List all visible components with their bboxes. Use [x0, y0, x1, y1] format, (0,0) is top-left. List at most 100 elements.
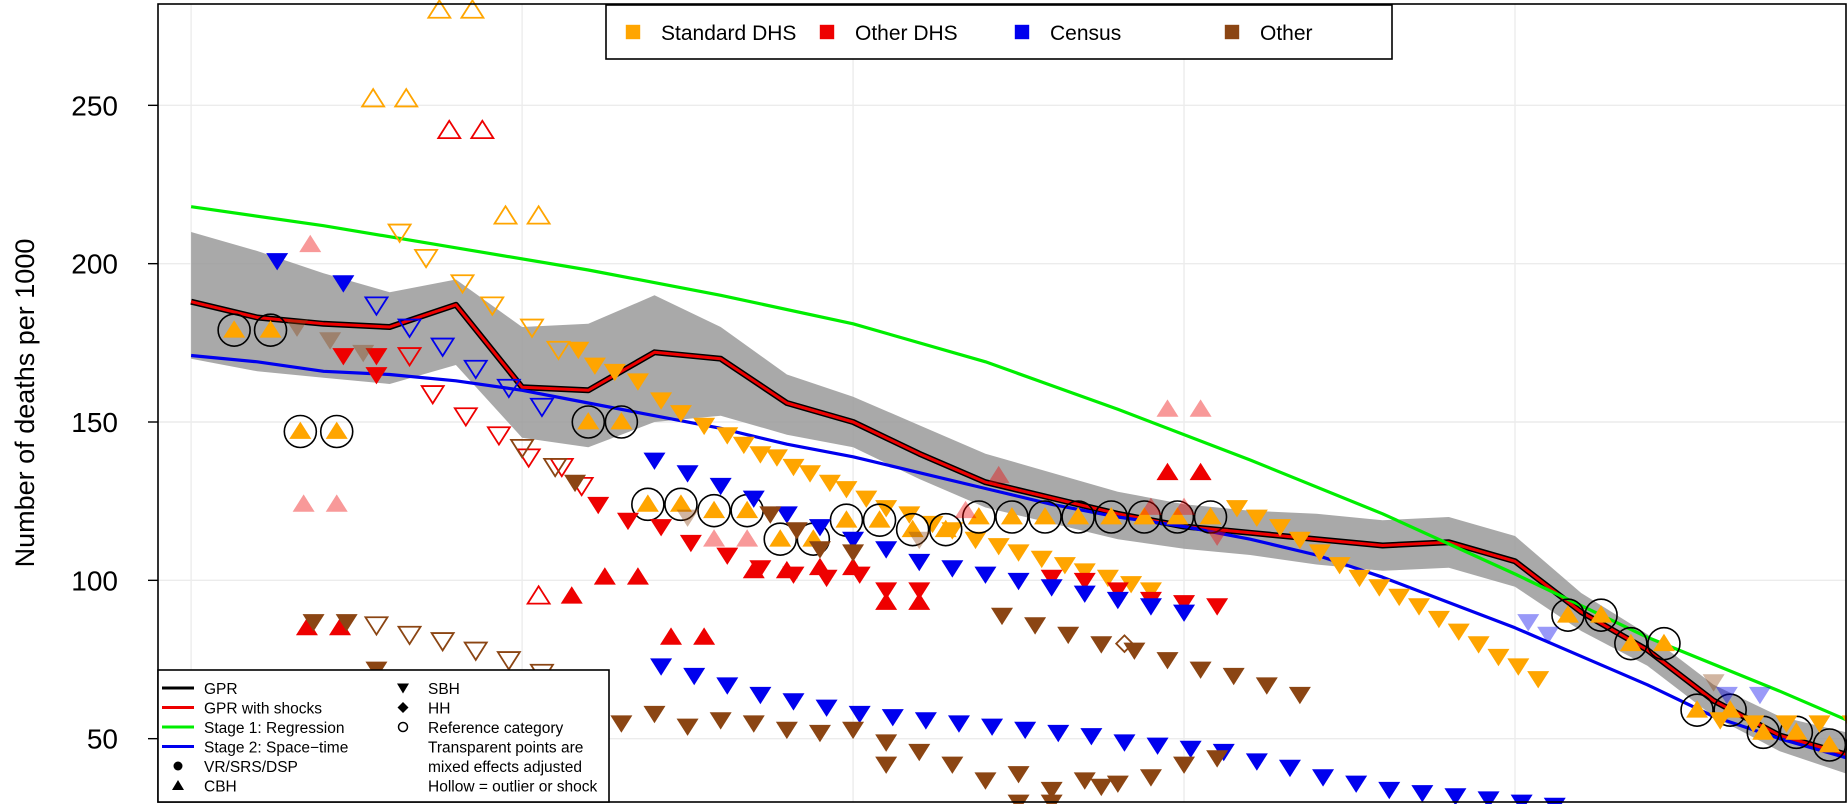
- other-point: [742, 715, 765, 733]
- other-point: [496, 651, 522, 672]
- reference-category-ring: [1713, 693, 1747, 727]
- census-point: [1080, 728, 1103, 746]
- standard-dhs-point: [1368, 579, 1391, 597]
- census-point: [1517, 614, 1540, 632]
- other-dhs-point: [660, 627, 683, 645]
- standard-dhs-point: [1067, 507, 1090, 525]
- other-dhs-point: [486, 426, 512, 447]
- other-dhs-legend-swatch: [819, 24, 835, 40]
- other-dhs-point: [1040, 569, 1063, 588]
- census-point: [875, 541, 898, 559]
- other-point: [1090, 636, 1113, 654]
- plot-frame: [157, 3, 1847, 803]
- census-point: [363, 296, 390, 317]
- other-dhs-point: [420, 385, 446, 406]
- standard-dhs-point: [749, 446, 772, 464]
- other-dhs-point: [1156, 399, 1179, 417]
- other-point: [908, 531, 931, 550]
- census-point: [650, 658, 673, 676]
- standard-dhs-point: [259, 320, 282, 338]
- standard-dhs-point: [898, 506, 921, 524]
- circle-legend-symbol: [173, 761, 183, 771]
- other-point: [509, 439, 535, 459]
- census-point: [1106, 591, 1129, 610]
- standard-dhs-point: [1527, 671, 1550, 689]
- reference-category-ring: [604, 405, 639, 439]
- other-point: [1206, 750, 1229, 768]
- standard-dhs-point: [449, 274, 476, 295]
- standard-dhs-point: [1133, 507, 1156, 525]
- census-point: [396, 318, 423, 339]
- standard-dhs-point: [610, 412, 633, 430]
- standard-dhs-point: [1775, 715, 1798, 733]
- other-dhs-point: [1173, 595, 1196, 613]
- standard-dhs-point: [835, 510, 858, 528]
- reference-category-ring: [283, 414, 318, 449]
- other-point: [1189, 661, 1212, 679]
- other-dhs-point: [325, 494, 348, 512]
- other-dhs-point: [954, 500, 977, 519]
- census-point: [1245, 753, 1268, 771]
- other-dhs-point: [525, 584, 552, 605]
- standard-dhs-point: [1427, 610, 1450, 629]
- standard-dhs-point: [901, 519, 924, 538]
- source-legend-box: [605, 4, 1393, 60]
- other-point: [842, 721, 865, 740]
- other-point: [363, 616, 390, 637]
- other-dhs-point: [1139, 497, 1162, 515]
- reference-category-ring: [253, 313, 288, 347]
- census-point: [775, 506, 798, 524]
- other-dhs-point: [365, 367, 388, 385]
- standard-dhs-point: [426, 0, 452, 19]
- standard-dhs-point: [1785, 722, 1808, 740]
- standard-dhs-point: [459, 0, 486, 19]
- census-point: [1537, 626, 1560, 645]
- census-point: [1715, 686, 1738, 705]
- census-point: [974, 566, 997, 584]
- standard-dhs-point: [393, 87, 419, 108]
- standard-dhs-point: [716, 427, 739, 445]
- other-point: [808, 541, 831, 559]
- other-dhs-point: [742, 560, 765, 579]
- census-point: [1179, 740, 1202, 759]
- standard-dhs-point: [1100, 507, 1123, 525]
- model-legend: GPR GPR with shocks Stage 1: Regression Sta…: [157, 669, 610, 803]
- standard-dhs-point: [626, 373, 649, 391]
- census-point: [1173, 604, 1196, 622]
- other-point: [941, 756, 964, 774]
- other-dhs-point: [295, 617, 318, 636]
- other-dhs-point: [703, 529, 726, 547]
- other-dhs-point: [332, 348, 355, 366]
- standard-dhs-point: [1139, 582, 1162, 600]
- other-point: [842, 544, 865, 562]
- other-point: [286, 319, 309, 337]
- other-dhs-point: [908, 582, 931, 600]
- other-point: [676, 718, 699, 736]
- census-point: [1040, 579, 1063, 597]
- other-dhs-point: [1189, 462, 1212, 481]
- standard-dhs-point: [650, 392, 673, 410]
- standard-dhs-point: [583, 357, 606, 375]
- standard-dhs-point: [769, 529, 792, 547]
- legend-label-census: Census: [1050, 22, 1121, 45]
- standard-dhs-point: [1742, 715, 1765, 733]
- standard-dhs-point: [782, 458, 805, 477]
- standard-dhs-point: [1073, 563, 1096, 581]
- other-point: [319, 332, 342, 350]
- other-dhs-point: [469, 119, 495, 139]
- other-point: [610, 715, 633, 733]
- standard-dhs-point: [693, 417, 716, 436]
- standard-dhs-point: [1467, 636, 1490, 654]
- other-point: [991, 607, 1013, 626]
- standard-dhs-point: [1590, 605, 1613, 623]
- other-point: [709, 712, 732, 730]
- y-tick-label: 200: [71, 249, 118, 280]
- standard-dhs-point: [736, 500, 759, 519]
- standard-dhs-point: [1199, 507, 1222, 525]
- other-dhs-point: [593, 567, 616, 585]
- census-point: [947, 715, 970, 733]
- y-tick-label: 50: [87, 724, 118, 755]
- standard-dhs-point: [1818, 735, 1841, 753]
- standard-dhs-point: [818, 474, 841, 493]
- other-point: [1173, 756, 1196, 774]
